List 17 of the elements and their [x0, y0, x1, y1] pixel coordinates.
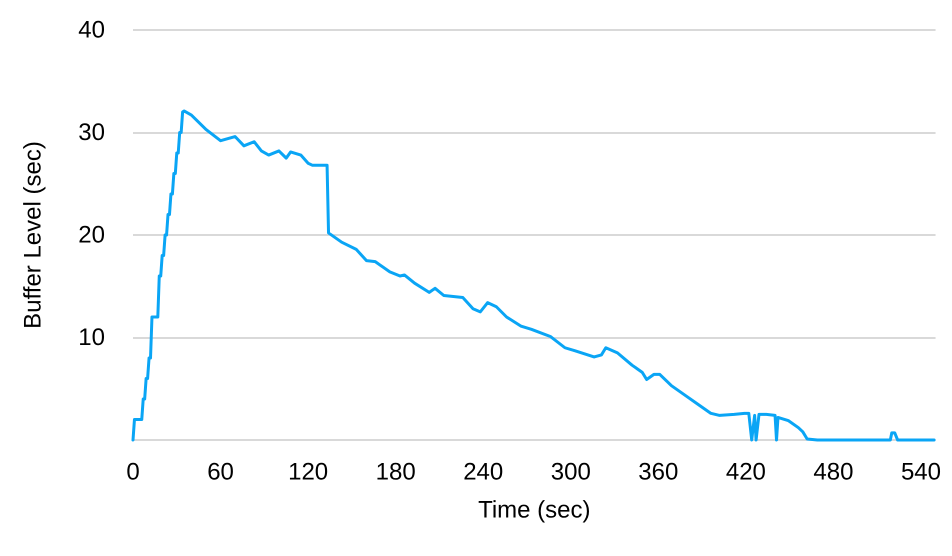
y-tick-label: 20 — [78, 222, 105, 248]
x-tick-label: 540 — [900, 458, 941, 486]
y-axis-title: Buffer Level (sec) — [20, 141, 46, 329]
x-tick-label: 300 — [550, 458, 591, 486]
x-tick-label: 240 — [463, 458, 504, 486]
x-tick-label: 60 — [207, 458, 234, 486]
y-tick-label: 10 — [78, 324, 105, 351]
y-tick-label: 30 — [78, 119, 105, 146]
x-tick-label: 420 — [726, 458, 766, 486]
line-series — [132, 109, 936, 442]
x-tick-label: 480 — [813, 458, 854, 486]
x-axis-title: Time (sec) — [478, 496, 591, 524]
x-tick-label: 0 — [126, 458, 140, 486]
x-tick-label: 360 — [638, 458, 678, 486]
y-tick-label: 40 — [78, 16, 105, 44]
x-tick-label: 120 — [288, 458, 328, 486]
x-tick-label: 180 — [376, 458, 416, 486]
